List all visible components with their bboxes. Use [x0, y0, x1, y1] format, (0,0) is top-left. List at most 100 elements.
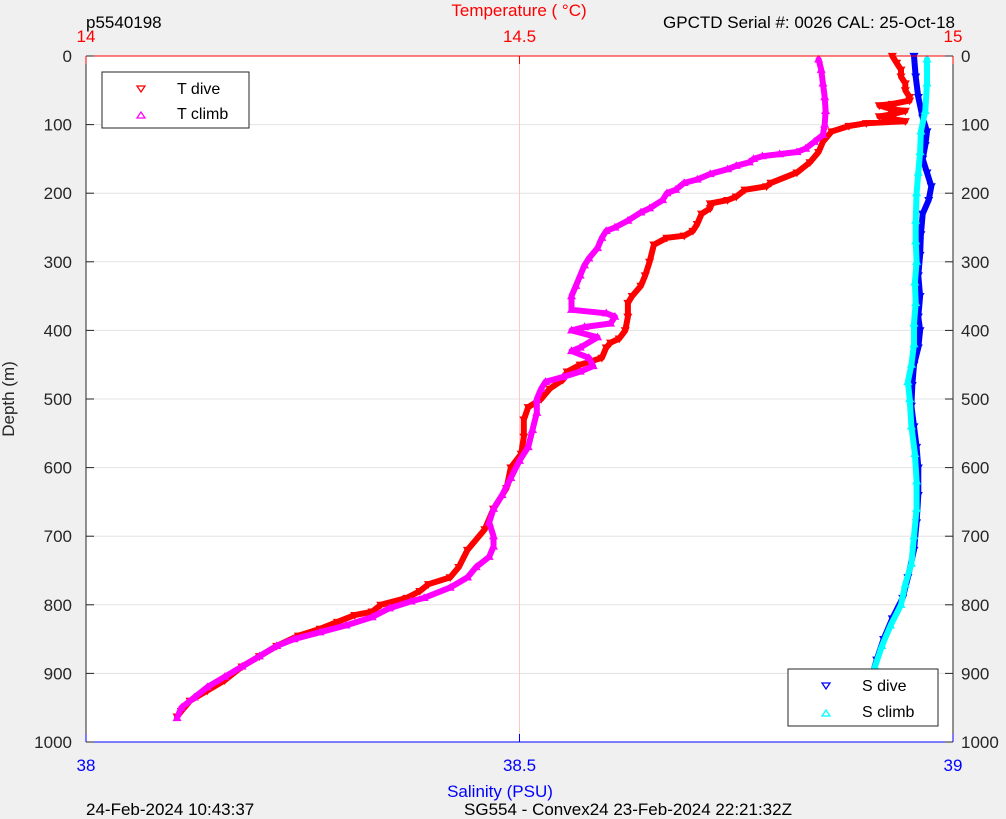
data-point-t-climb-39: [566, 325, 577, 334]
data-point-t-climb-43: [584, 353, 594, 361]
salinity-axis-title: Salinity (PSU): [447, 782, 553, 801]
legend-marker-t-dive: [135, 85, 147, 94]
series-layer: [172, 52, 936, 723]
data-point-t-dive-9: [874, 102, 884, 111]
data-point-t-climb-21: [658, 195, 668, 204]
profile-id: p5540198: [86, 13, 162, 32]
footer-timestamp: 24-Feb-2024 10:43:37: [86, 800, 254, 819]
data-point-t-dive-10: [887, 106, 897, 115]
data-point-t-dive-24: [762, 183, 772, 192]
data-point-t-climb-78: [172, 713, 182, 722]
data-point-t-climb-3: [820, 92, 830, 101]
data-point-t-dive-52: [523, 404, 533, 412]
temperature-tick-label-15: 15: [944, 27, 963, 46]
data-point-t-climb-25: [610, 222, 620, 231]
data-point-t-climb-9: [792, 147, 802, 156]
data-point-t-climb-49: [532, 394, 542, 403]
data-point-t-dive-16: [861, 120, 871, 128]
data-point-t-dive-53: [519, 416, 529, 425]
data-point-t-dive-54: [519, 433, 529, 442]
data-point-t-dive-43: [614, 335, 624, 344]
data-point-t-climb-19: [671, 185, 681, 193]
data-point-t-dive-31: [692, 220, 702, 229]
data-point-t-dive-5: [900, 87, 910, 95]
data-point-t-climb-46: [558, 372, 568, 381]
data-point-t-climb-15: [723, 164, 733, 173]
data-point-s-climb-16: [905, 394, 915, 403]
data-point-t-climb-22: [645, 203, 655, 212]
data-point-s-dive-4: [922, 128, 932, 137]
data-point-t-climb-48: [536, 384, 546, 392]
data-point-t-dive-21: [805, 159, 815, 168]
data-point-t-dive-14: [887, 116, 897, 124]
data-point-t-climb-2: [818, 78, 828, 87]
depth-axis-title: Depth (m): [0, 361, 18, 437]
data-point-t-climb-75: [202, 682, 212, 691]
data-point-s-climb-18: [910, 449, 920, 457]
legend-marker-s-climb: [820, 708, 832, 717]
depth-tick-label-right-800: 800: [961, 596, 989, 615]
data-point-t-dive-41: [623, 313, 633, 322]
data-point-t-dive-27: [723, 196, 733, 205]
data-point-s-dive-2: [913, 94, 923, 102]
data-point-t-dive-65: [402, 594, 412, 603]
data-point-t-dive-19: [818, 138, 828, 147]
data-point-t-dive-67: [367, 608, 377, 617]
temperature-axis-title: Temperature ( °C): [451, 1, 586, 20]
data-point-s-climb-15: [903, 377, 913, 385]
depth-tick-label-right-300: 300: [961, 253, 989, 272]
data-point-s-dive-10: [918, 210, 928, 219]
data-point-t-climb-20: [662, 188, 672, 197]
data-point-t-dive-39: [627, 293, 637, 301]
data-point-s-climb-7: [911, 215, 921, 224]
data-point-t-dive-47: [575, 361, 585, 370]
data-point-s-dive-11: [916, 231, 926, 240]
data-point-s-climb-6: [912, 188, 922, 197]
data-point-t-dive-13: [874, 113, 884, 122]
temperature-tick-label-14.5: 14.5: [503, 27, 536, 46]
data-point-s-climb-20: [912, 504, 922, 512]
legend-marker-s-dive: [820, 682, 832, 691]
data-point-t-climb-14: [731, 161, 741, 169]
data-point-s-climb-5: [913, 167, 923, 176]
data-point-t-dive-4: [900, 80, 910, 89]
data-point-t-dive-26: [731, 193, 741, 202]
data-point-t-climb-66: [384, 603, 394, 612]
data-point-t-dive-35: [649, 241, 659, 250]
data-point-t-climb-11: [757, 151, 767, 160]
data-point-t-dive-36: [645, 258, 655, 267]
data-point-s-climb-24: [896, 600, 906, 608]
depth-tick-label-left-800: 800: [44, 596, 72, 615]
temperature-tick-label-14: 14: [77, 27, 96, 46]
series-line-s-climb: [859, 56, 930, 721]
data-point-t-climb-5: [820, 119, 830, 128]
data-point-s-climb-26: [877, 641, 887, 650]
data-point-t-climb-28: [592, 243, 603, 252]
data-point-t-dive-2: [896, 66, 906, 75]
legend-label-t-dive: T dive: [177, 81, 220, 98]
data-point-t-climb-13: [744, 157, 754, 166]
data-point-t-dive-62: [445, 574, 455, 583]
data-point-s-climb-1: [922, 78, 932, 87]
depth-tick-label-right-1000: 1000: [961, 733, 999, 752]
data-point-t-climb-16: [705, 169, 715, 178]
data-point-t-dive-40: [623, 299, 633, 308]
calibration-info: GPCTD Serial #: 0026 CAL: 25-Oct-18: [663, 13, 955, 32]
data-point-t-climb-1: [816, 65, 826, 73]
data-point-t-climb-7: [809, 137, 819, 145]
data-point-s-climb-17: [906, 421, 916, 430]
data-point-t-climb-60: [484, 552, 494, 560]
data-point-t-dive-17: [844, 122, 854, 131]
data-point-t-climb-44: [588, 361, 598, 370]
data-point-t-climb-42: [566, 346, 577, 355]
legend-marker-t-climb: [135, 110, 147, 119]
data-point-s-climb-19: [912, 476, 922, 485]
data-point-t-climb-6: [818, 130, 828, 138]
data-point-s-climb-9: [912, 257, 922, 265]
data-point-t-climb-45: [575, 366, 585, 375]
data-point-t-dive-11: [900, 107, 910, 116]
data-point-t-dive-66: [376, 601, 386, 610]
data-point-t-climb-62: [462, 572, 473, 581]
depth-tick-label-left-300: 300: [44, 253, 72, 272]
